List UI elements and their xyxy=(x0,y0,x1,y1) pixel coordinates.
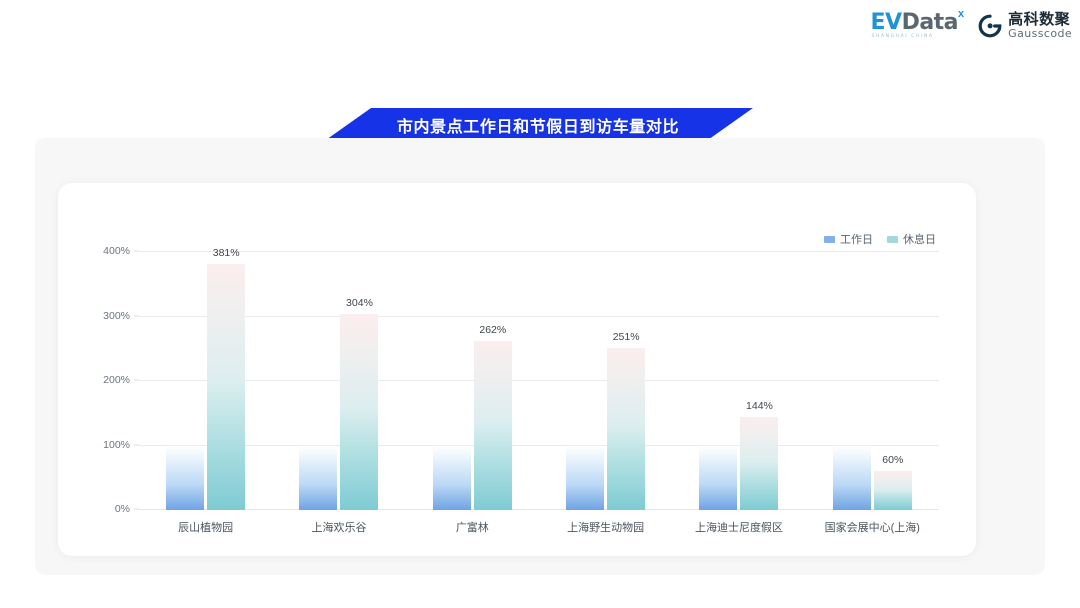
ytick-label-300: 300% xyxy=(103,309,130,322)
gridline-200: 200% xyxy=(103,374,939,386)
chart-card: 工作日 休息日 0% 100% 200% 300% 400% 381% 辰山植物园 304%… xyxy=(58,183,976,556)
chart-legend: 工作日 休息日 xyxy=(824,231,936,247)
x-axis-label: 上海迪士尼度假区 xyxy=(694,522,783,534)
gausscode-logo: 高科数聚 Gausscode xyxy=(978,12,1072,39)
gausscode-text-block: 高科数聚 Gausscode xyxy=(1008,12,1072,39)
bar-value-label: 262% xyxy=(479,324,507,337)
bar-group: 262% 广富林 xyxy=(406,252,539,534)
bar-weekday[interactable] xyxy=(432,445,471,510)
bar-group: 144% 上海迪士尼度假区 xyxy=(672,252,805,534)
bar-weekday[interactable] xyxy=(566,445,605,510)
logo-bar: EV Data x SHANGHAI CHINA 高科数聚 Gausscode xyxy=(870,8,1073,40)
gridline-400: 400% xyxy=(103,245,939,257)
gausscode-mark-icon xyxy=(978,14,1002,38)
bar-weekday[interactable] xyxy=(699,445,738,510)
evdata-logo: EV Data x SHANGHAI CHINA xyxy=(870,8,965,40)
legend-item-weekday[interactable]: 工作日 xyxy=(824,231,873,247)
gausscode-english-name: Gausscode xyxy=(1008,26,1072,40)
bar-restday[interactable]: 304% xyxy=(340,297,379,510)
bar-group: 304% 上海欢乐谷 xyxy=(272,252,405,534)
gausscode-chinese-name: 高科数聚 xyxy=(1008,11,1071,29)
x-axis-label: 辰山植物园 xyxy=(178,522,234,534)
ytick-label-400: 400% xyxy=(103,245,130,257)
bar-value-label: 251% xyxy=(612,331,640,344)
plot-area: 0% 100% 200% 300% 400% 381% 辰山植物园 304% 上海欢乐谷 262… xyxy=(103,245,939,534)
bar-value-label: 60% xyxy=(882,454,904,467)
bar-weekday[interactable] xyxy=(832,445,871,510)
bar-restday[interactable]: 144% xyxy=(740,400,779,510)
bar-pair: 381% xyxy=(139,247,272,510)
bar-value-label: 304% xyxy=(346,296,373,309)
evdata-logo-data-text: Data xyxy=(901,10,959,35)
ytick-label-200: 200% xyxy=(103,374,130,386)
gridline-0: 0% xyxy=(115,503,939,515)
bar-group: 251% 上海野生动物园 xyxy=(539,252,672,534)
ytick-dash-100 xyxy=(134,444,139,445)
evdata-logo-subtitle: SHANGHAI CHINA xyxy=(871,34,934,39)
ytick-dash-400 xyxy=(134,250,139,252)
evdata-logo-ev-text: EV xyxy=(870,10,903,35)
bar-group: 381% 辰山植物园 xyxy=(139,247,272,534)
title-banner-shape xyxy=(323,108,753,142)
bar-restday[interactable]: 60% xyxy=(873,454,912,510)
bar-pair: 60% xyxy=(806,252,939,510)
bar-pair: 144% xyxy=(672,252,805,510)
ytick-dash-300 xyxy=(134,315,139,316)
bar-groups: 381% 辰山植物园 304% 上海欢乐谷 262% 广富林 251% 上海野生动物园 144%… xyxy=(139,247,939,534)
bar-value-label: 381% xyxy=(212,247,240,260)
ytick-label-0: 0% xyxy=(114,503,130,515)
legend-item-restday[interactable]: 休息日 xyxy=(887,231,936,247)
bar-pair: 304% xyxy=(272,252,405,510)
bar-restday[interactable]: 381% xyxy=(207,247,246,510)
bar-pair: 251% xyxy=(539,252,672,510)
legend-swatch-weekday xyxy=(824,235,835,243)
ytick-dash-200 xyxy=(134,379,139,381)
legend-label-weekday: 工作日 xyxy=(840,234,873,246)
bar-value-label: 144% xyxy=(746,400,773,413)
x-axis-label: 国家会展中心(上海) xyxy=(824,522,920,534)
page-title: 市内景点工作日和节假日到访车量对比 xyxy=(396,119,680,136)
ytick-dash-0 xyxy=(134,508,139,510)
evdata-logo-wordmark: EV Data x xyxy=(870,8,965,35)
x-axis-label: 上海欢乐谷 xyxy=(311,522,367,534)
bar-restday[interactable]: 251% xyxy=(607,331,646,510)
ytick-label-100: 100% xyxy=(103,438,130,451)
x-axis-label: 上海野生动物园 xyxy=(567,522,645,534)
bar-restday[interactable]: 262% xyxy=(473,324,512,510)
legend-label-restday: 休息日 xyxy=(903,234,936,246)
gridline-300: 300% xyxy=(103,310,939,322)
title-banner: 市内景点工作日和节假日到访车量对比 xyxy=(323,108,753,142)
evdata-logo-x-superscript: x xyxy=(958,8,965,20)
bar-pair: 262% xyxy=(406,252,539,510)
bar-group: 60% 国家会展中心(上海) xyxy=(806,252,939,534)
bar-weekday[interactable] xyxy=(166,445,205,510)
x-axis-label: 广富林 xyxy=(455,522,489,534)
gridline-100: 100% xyxy=(103,439,939,451)
bar-weekday[interactable] xyxy=(299,445,338,510)
legend-swatch-restday xyxy=(887,235,898,243)
